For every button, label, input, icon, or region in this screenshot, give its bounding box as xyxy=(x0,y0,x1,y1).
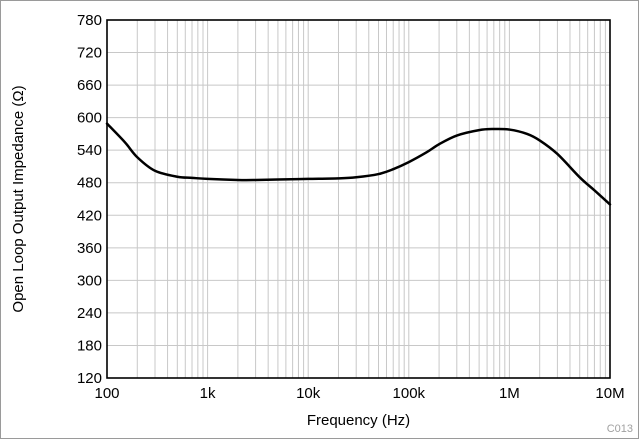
y-tick-label: 720 xyxy=(77,45,102,62)
y-tick-label: 420 xyxy=(77,207,102,224)
y-tick-label: 120 xyxy=(77,370,102,387)
y-tick-label: 600 xyxy=(77,110,102,127)
y-tick-label: 360 xyxy=(77,240,102,257)
x-tick-label: 1M xyxy=(499,385,520,402)
figure-code: C013 xyxy=(607,423,633,435)
x-tick-label: 100k xyxy=(393,385,426,402)
x-tick-label: 100 xyxy=(94,385,119,402)
y-tick-label: 540 xyxy=(77,142,102,159)
y-tick-label: 180 xyxy=(77,337,102,354)
y-axis-ticks: 120 180 240 300 360 420 480 540 600 660 720 780 xyxy=(77,12,102,387)
y-tick-label: 240 xyxy=(77,305,102,322)
x-axis-title: Frequency (Hz) xyxy=(307,412,410,429)
y-axis-title: Open Loop Output Impedance (Ω) xyxy=(10,85,27,312)
y-tick-label: 660 xyxy=(77,77,102,94)
x-tick-label: 1k xyxy=(200,385,216,402)
x-tick-label: 10M xyxy=(595,385,624,402)
plot-border xyxy=(106,19,611,379)
y-tick-label: 780 xyxy=(77,12,102,29)
plot-area xyxy=(105,122,612,206)
y-tick-label: 480 xyxy=(77,175,102,192)
grid xyxy=(107,20,610,378)
x-tick-label: 10k xyxy=(296,385,321,402)
series-line xyxy=(105,122,612,206)
y-tick-label: 300 xyxy=(77,272,102,289)
x-axis-ticks: 100 1k 10k 100k 1M 10M xyxy=(94,385,624,402)
